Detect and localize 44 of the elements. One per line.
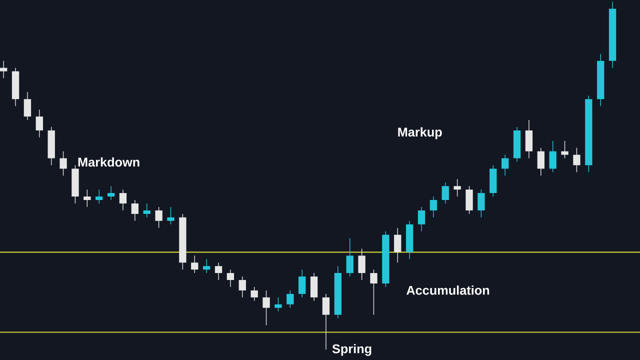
candlestick xyxy=(442,182,449,204)
candlestick xyxy=(561,140,568,159)
candlestick xyxy=(274,297,282,312)
candlestick xyxy=(238,276,246,298)
candlestick xyxy=(214,262,222,280)
candlestick xyxy=(430,196,438,218)
candlestick xyxy=(310,272,318,302)
candlestick xyxy=(394,227,402,263)
candlestick xyxy=(501,154,509,176)
candlestick xyxy=(466,186,473,214)
candlestick xyxy=(298,269,306,298)
candlestick xyxy=(286,290,294,308)
candlestick xyxy=(191,255,198,274)
candlestick xyxy=(226,269,234,288)
annotation: Accumulation xyxy=(406,286,490,295)
candlestick xyxy=(107,186,115,200)
annotation: Markdown xyxy=(78,157,140,167)
candlestick xyxy=(322,294,330,350)
candlestick xyxy=(549,140,556,173)
candlestick xyxy=(167,206,174,225)
candlestick xyxy=(262,290,270,326)
candlestick xyxy=(525,120,533,159)
candlestick xyxy=(478,189,485,218)
candlestick xyxy=(119,189,127,211)
candlestick xyxy=(537,147,544,176)
annotation: Markup xyxy=(398,127,442,140)
candlestick xyxy=(131,200,139,222)
candlestick xyxy=(202,258,210,274)
annotation: Spring xyxy=(332,344,372,356)
candlestick xyxy=(0,60,8,79)
candlestick xyxy=(84,189,91,208)
candlestick xyxy=(96,189,103,204)
candlestick xyxy=(143,203,150,218)
candlestick xyxy=(358,248,366,280)
candlestick xyxy=(36,109,43,138)
candlestick xyxy=(454,178,461,197)
candlestick xyxy=(346,238,354,277)
candlestick xyxy=(250,286,258,302)
candlestick xyxy=(24,92,32,120)
candlestick xyxy=(418,206,426,232)
candlestick xyxy=(155,206,162,228)
candlestick xyxy=(60,150,67,176)
candlestick xyxy=(370,269,378,316)
candlestick xyxy=(573,147,580,173)
